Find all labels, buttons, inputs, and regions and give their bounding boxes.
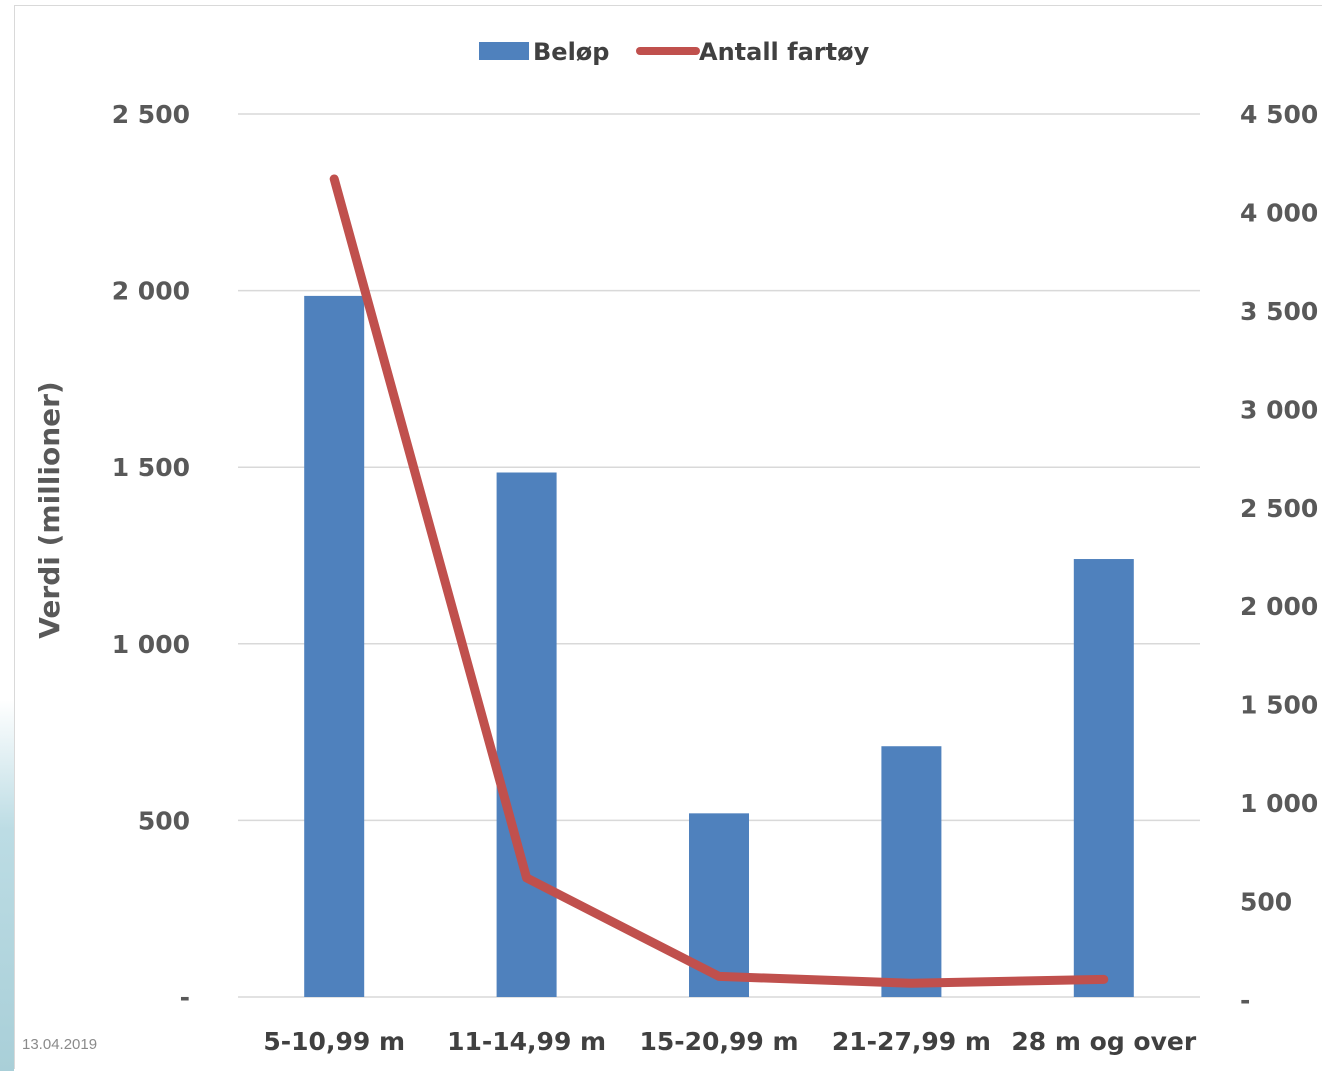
y2-tick-label: 3 500 — [1240, 297, 1318, 326]
y2-tick-label: 3 000 — [1240, 395, 1318, 424]
x-tick-label: 11-14,99 m — [447, 1027, 606, 1056]
y2-tick-label: 500 — [1240, 888, 1292, 917]
x-tick-label: 21-27,99 m — [832, 1027, 991, 1056]
legend-label-belop: Beløp — [533, 38, 609, 66]
legend: Beløp Antall fartøy — [479, 38, 870, 66]
right-axis-ticks: - 500 1 000 1 500 2 000 2 500 3 000 3 500 4 000 4… — [1240, 100, 1318, 1015]
y2-tick-label: 4 500 — [1240, 100, 1318, 129]
y2-tick-label: 2 500 — [1240, 494, 1318, 523]
y2-tick-label: - — [1240, 986, 1250, 1015]
left-axis-ticks: - 500 1 000 1 500 2 000 2 500 — [112, 100, 190, 1012]
legend-label-antall: Antall fartøy — [699, 38, 870, 66]
y2-tick-label: 1 000 — [1240, 789, 1318, 818]
line-series — [329, 174, 1109, 988]
bar — [304, 295, 365, 997]
y-tick-label: 1 000 — [112, 630, 190, 659]
y2-tick-label: 1 500 — [1240, 691, 1318, 720]
footer-date: 13.04.2019 — [22, 1036, 98, 1053]
bar — [881, 746, 942, 997]
bar — [496, 472, 557, 997]
chart-frame — [14, 5, 1322, 1069]
x-tick-label: 28 m og over — [1011, 1027, 1196, 1056]
y2-tick-label: 2 000 — [1240, 592, 1318, 621]
x-tick-label: 15-20,99 m — [640, 1027, 799, 1056]
bar-series — [304, 295, 1134, 997]
category-axis-ticks: 5-10,99 m 11-14,99 m 15-20,99 m 21-27,99 m 2… — [263, 1027, 1196, 1056]
legend-swatch-belop — [479, 42, 529, 60]
y-tick-label: 2 000 — [112, 277, 190, 306]
y-axis-title: Verdi (millioner) — [33, 381, 66, 638]
y-tick-label: 500 — [138, 806, 190, 835]
left-edge-decoration — [0, 700, 14, 1071]
y-tick-label: - — [180, 983, 190, 1012]
y2-tick-label: 4 000 — [1240, 198, 1318, 227]
y-tick-label: 2 500 — [112, 100, 190, 129]
y-tick-label: 1 500 — [112, 453, 190, 482]
x-tick-label: 5-10,99 m — [263, 1027, 405, 1056]
bar — [1073, 559, 1134, 997]
